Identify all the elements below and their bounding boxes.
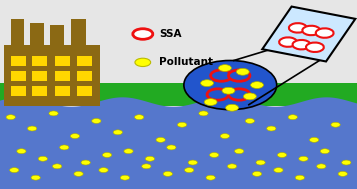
Circle shape [267, 126, 276, 131]
Circle shape [102, 153, 112, 157]
Circle shape [145, 156, 155, 161]
Circle shape [201, 80, 213, 87]
Circle shape [184, 60, 277, 110]
Circle shape [235, 149, 244, 154]
Circle shape [338, 171, 347, 176]
Bar [0, 83, 357, 106]
Circle shape [177, 122, 187, 127]
Circle shape [317, 164, 326, 169]
Circle shape [70, 134, 80, 139]
Circle shape [167, 145, 176, 150]
Circle shape [206, 175, 215, 180]
Circle shape [252, 171, 262, 176]
Circle shape [6, 115, 15, 120]
Circle shape [113, 130, 122, 135]
Circle shape [236, 68, 249, 75]
Circle shape [133, 29, 153, 39]
Circle shape [222, 87, 235, 94]
Circle shape [185, 168, 194, 173]
Circle shape [228, 70, 250, 81]
Circle shape [227, 164, 237, 169]
Bar [30, 23, 44, 45]
Bar [55, 56, 70, 66]
Text: SSA: SSA [159, 29, 181, 39]
Circle shape [299, 156, 308, 161]
Circle shape [218, 65, 231, 71]
Circle shape [306, 43, 324, 52]
Circle shape [310, 137, 319, 142]
Bar [262, 7, 355, 61]
Circle shape [302, 26, 320, 35]
Circle shape [74, 171, 83, 176]
Circle shape [10, 168, 19, 173]
Circle shape [295, 175, 305, 180]
Circle shape [142, 164, 151, 169]
Circle shape [38, 156, 47, 161]
Circle shape [31, 175, 40, 180]
Circle shape [124, 149, 133, 154]
Circle shape [81, 160, 90, 165]
Circle shape [188, 160, 197, 165]
Circle shape [289, 23, 307, 33]
Circle shape [292, 40, 310, 49]
Bar [77, 56, 92, 66]
Circle shape [135, 115, 144, 120]
Circle shape [207, 89, 228, 100]
Circle shape [245, 119, 255, 123]
Circle shape [49, 111, 58, 116]
Circle shape [342, 160, 351, 165]
Circle shape [320, 149, 330, 154]
Circle shape [199, 111, 208, 116]
Circle shape [210, 153, 219, 157]
Bar [11, 86, 26, 96]
Circle shape [211, 70, 232, 81]
Circle shape [331, 122, 340, 127]
Circle shape [228, 89, 250, 100]
Circle shape [243, 93, 256, 100]
Circle shape [274, 168, 283, 173]
Bar [32, 71, 47, 81]
Circle shape [204, 99, 217, 105]
Circle shape [251, 82, 263, 88]
Text: Pollutant: Pollutant [159, 57, 213, 67]
Polygon shape [0, 97, 357, 189]
Circle shape [52, 164, 62, 169]
Circle shape [226, 104, 238, 111]
Circle shape [60, 145, 69, 150]
Bar [55, 71, 70, 81]
Bar [71, 19, 86, 45]
Circle shape [99, 168, 108, 173]
Circle shape [17, 149, 26, 154]
Circle shape [316, 28, 333, 38]
Bar [11, 56, 26, 66]
Circle shape [288, 115, 297, 120]
Circle shape [256, 160, 265, 165]
Bar [11, 19, 24, 45]
Circle shape [277, 153, 287, 157]
Circle shape [156, 137, 165, 142]
Circle shape [27, 126, 37, 131]
Circle shape [120, 175, 130, 180]
Circle shape [220, 134, 230, 139]
Circle shape [279, 37, 297, 47]
Bar [77, 86, 92, 96]
Bar [77, 71, 92, 81]
Bar [50, 25, 64, 45]
Circle shape [92, 119, 101, 123]
Circle shape [163, 171, 172, 176]
Bar [4, 45, 100, 106]
Circle shape [135, 58, 151, 67]
Bar [32, 86, 47, 96]
Bar [11, 71, 26, 81]
Bar [55, 86, 70, 96]
Bar [32, 56, 47, 66]
